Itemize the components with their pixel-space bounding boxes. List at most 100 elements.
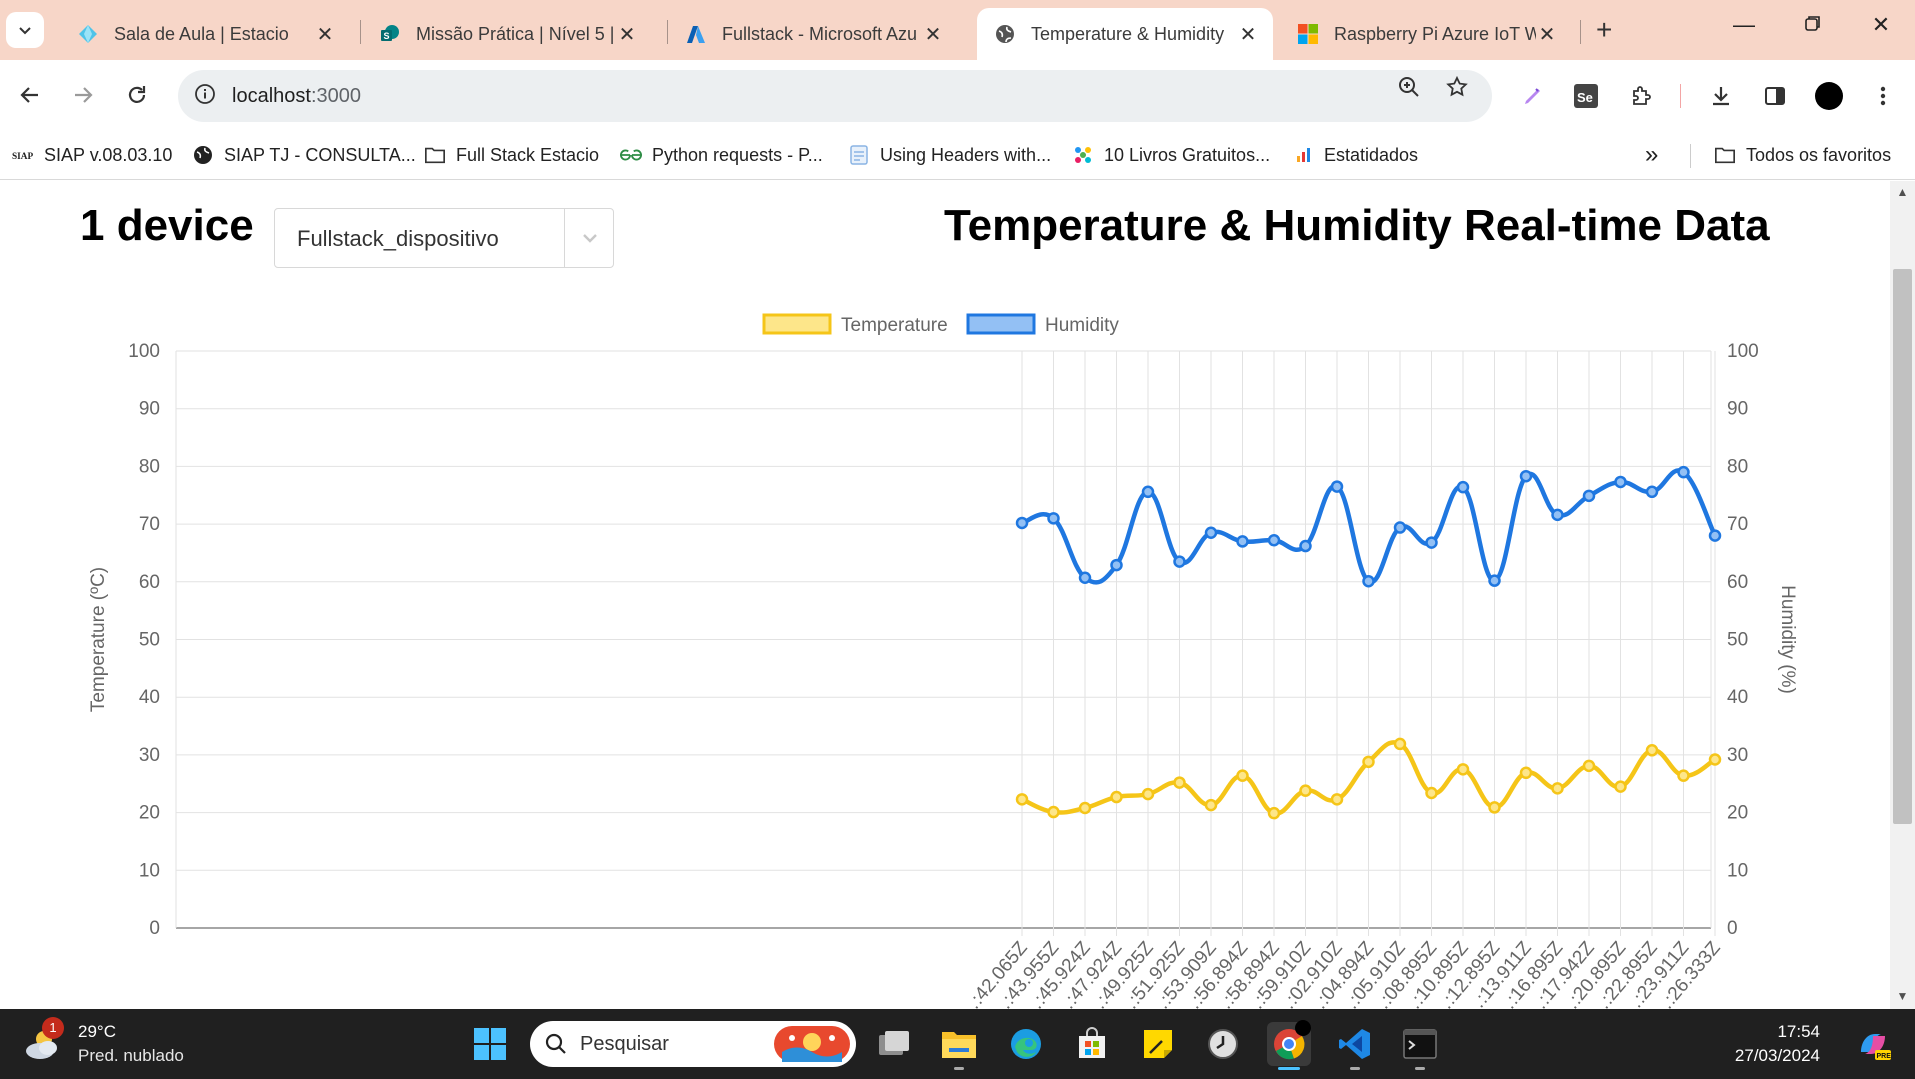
profile-avatar[interactable] — [1814, 81, 1844, 111]
device-select[interactable]: Fullstack_dispositivo — [274, 208, 614, 268]
reload-button[interactable] — [120, 78, 154, 112]
bookmark-star-icon[interactable] — [1444, 74, 1470, 100]
legend-label: Humidity — [1045, 315, 1119, 336]
bookmark-estatidados[interactable]: Estatidados — [1292, 140, 1418, 170]
extensions-puzzle-icon[interactable] — [1626, 81, 1656, 111]
download-icon[interactable] — [1706, 81, 1736, 111]
humidity-point — [1330, 480, 1344, 493]
tab-search-button[interactable] — [6, 12, 44, 48]
close-window-button[interactable]: ✕ — [1871, 12, 1891, 37]
tab-raspberry-pi[interactable]: Raspberry Pi Azure IoT W ✕ — [1280, 8, 1572, 60]
url-host: localhost — [232, 84, 311, 107]
side-panel-icon[interactable] — [1760, 81, 1790, 111]
taskbar-chrome[interactable] — [1267, 1020, 1311, 1070]
tab-missao-pratica[interactable]: S Missão Prática | Nível 5 | ✕ — [362, 8, 652, 60]
y-right-tick-label: 10 — [1727, 860, 1748, 881]
temperature-point — [1110, 790, 1123, 804]
scroll-down-arrow-icon[interactable]: ▼ — [1896, 989, 1909, 1003]
browser-toolbar: localhost:3000 Se — [0, 60, 1915, 130]
minimize-button[interactable]: — — [1733, 12, 1755, 37]
clock-icon — [1208, 1029, 1238, 1059]
taskbar-clock[interactable]: 17:54 27/03/2024 — [1735, 1020, 1820, 1068]
search-highlight-icon — [774, 1026, 850, 1062]
forward-button[interactable] — [66, 78, 100, 112]
running-indicator — [1415, 1067, 1425, 1070]
y-right-tick-label: 0 — [1727, 918, 1738, 939]
device-select-value: Fullstack_dispositivo — [297, 226, 499, 251]
running-indicator — [1350, 1067, 1360, 1070]
page-icon — [848, 144, 870, 166]
scrollbar-thumb[interactable] — [1893, 269, 1912, 824]
taskbar-sticky-notes[interactable] — [1136, 1022, 1180, 1066]
taskbar-clock-app[interactable] — [1201, 1022, 1245, 1066]
selenium-extension-icon[interactable]: Se — [1571, 81, 1601, 111]
y-right-tick-label: 50 — [1727, 630, 1748, 651]
pen-extension-icon[interactable] — [1518, 81, 1548, 111]
taskbar-terminal[interactable] — [1398, 1022, 1442, 1070]
chevron-down-icon[interactable] — [575, 223, 605, 253]
tab-separator — [360, 20, 361, 44]
humidity-point — [1299, 539, 1312, 553]
tab-fullstack-azure[interactable]: Fullstack - Microsoft Azu ✕ — [668, 8, 958, 60]
taskbar-search-box[interactable]: Pesquisar — [530, 1021, 856, 1067]
close-icon[interactable]: ✕ — [1538, 23, 1556, 46]
temperature-point — [1551, 782, 1564, 795]
tab-separator — [667, 20, 668, 44]
bookmark-python-requests[interactable]: Python requests - P... — [620, 140, 823, 170]
folder-icon — [1714, 144, 1736, 166]
taskbar-file-explorer[interactable] — [937, 1022, 981, 1070]
humidity-point — [1645, 485, 1659, 499]
humidity-point — [1173, 555, 1186, 568]
close-icon[interactable]: ✕ — [924, 23, 942, 46]
weather-widget[interactable]: 1 29°C Pred. nublado — [22, 1017, 184, 1068]
scroll-up-arrow-icon[interactable]: ▲ — [1896, 185, 1909, 199]
close-icon[interactable]: ✕ — [316, 23, 334, 46]
temperature-point — [1015, 793, 1029, 806]
close-icon[interactable]: ✕ — [618, 23, 636, 46]
taskbar-edge[interactable] — [1004, 1022, 1048, 1066]
reload-icon — [128, 86, 146, 103]
taskbar-vscode[interactable] — [1333, 1022, 1377, 1070]
tab-title: Fullstack - Microsoft Azu — [722, 23, 918, 44]
all-bookmarks-button[interactable]: Todos os favoritos — [1714, 140, 1891, 170]
bookmarks-overflow-button[interactable]: » — [1645, 141, 1659, 168]
bookmark-siap-tj[interactable]: SIAP TJ - CONSULTA... — [192, 140, 416, 170]
edge-icon — [1011, 1029, 1041, 1059]
task-view-icon — [879, 1031, 909, 1055]
y-right-tick-label: 20 — [1727, 803, 1748, 824]
bookmark-10-livros[interactable]: 10 Livros Gratuitos... — [1072, 140, 1270, 170]
dots-icon — [1072, 144, 1094, 166]
y-right-tick-label: 80 — [1727, 456, 1748, 477]
microsoft-icon — [1296, 22, 1320, 46]
tab-sala-de-aula[interactable]: Sala de Aula | Estacio ✕ — [60, 8, 350, 60]
new-tab-button[interactable]: + — [1596, 14, 1613, 45]
address-bar[interactable]: localhost:3000 — [178, 70, 1492, 122]
chrome-icon — [1274, 1029, 1305, 1060]
menu-kebab-icon[interactable] — [1868, 81, 1898, 111]
y-left-tick-label: 0 — [149, 918, 160, 939]
copilot-button[interactable]: PRE — [1851, 1022, 1895, 1066]
bookmark-using-headers[interactable]: Using Headers with... — [848, 140, 1051, 170]
bookmark-siap[interactable]: SIAP SIAP v.08.03.10 — [12, 140, 172, 170]
temperature-point — [1330, 793, 1344, 806]
back-button[interactable] — [13, 78, 47, 112]
bookmark-label: SIAP TJ - CONSULTA... — [224, 144, 416, 165]
zoom-icon[interactable] — [1396, 74, 1422, 100]
task-view-button[interactable] — [872, 1022, 916, 1066]
page-scrollbar[interactable]: ▲ ▼ — [1890, 181, 1915, 1009]
weather-condition: Pred. nublado — [78, 1046, 184, 1065]
site-info-icon[interactable] — [194, 83, 222, 110]
store-icon — [1079, 1027, 1105, 1058]
tab-temperature-humidity[interactable]: Temperature & Humidity ✕ — [977, 8, 1273, 60]
temperature-point — [1299, 784, 1312, 797]
select-separator — [564, 209, 565, 267]
legend-label: Temperature — [841, 315, 948, 336]
bookmark-full-stack-estacio[interactable]: Full Stack Estacio — [424, 140, 599, 170]
close-icon[interactable]: ✕ — [1239, 23, 1257, 46]
bookmark-label: 10 Livros Gratuitos... — [1104, 144, 1271, 165]
restore-button[interactable] — [1793, 12, 1833, 38]
taskbar-store[interactable] — [1070, 1022, 1114, 1066]
search-icon — [545, 1033, 566, 1054]
windows-start-button[interactable] — [468, 1022, 512, 1066]
globe-icon — [993, 22, 1017, 46]
